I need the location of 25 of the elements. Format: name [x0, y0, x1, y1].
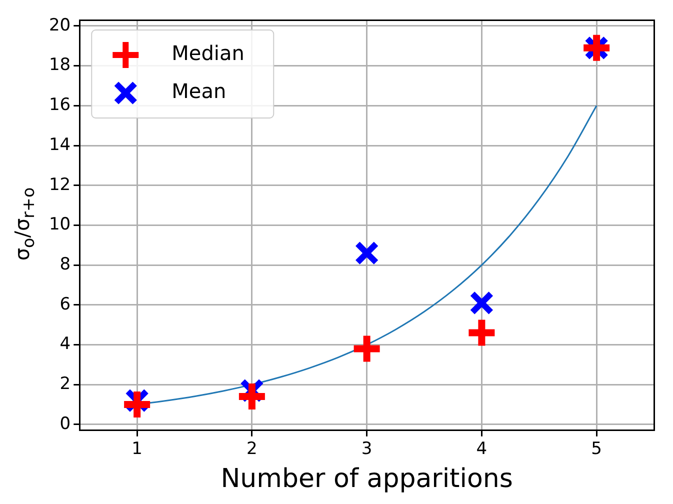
x-tick-label: 3	[361, 439, 372, 460]
y-tick-label: 6	[60, 294, 71, 314]
point	[238, 384, 265, 410]
y-tick-label: 14	[48, 134, 71, 155]
x-tick-label: 2	[246, 439, 258, 460]
x-tick-label: 1	[132, 439, 142, 460]
legend-label: Median	[172, 41, 244, 66]
point	[354, 240, 380, 266]
y-tick-label: 2	[60, 374, 71, 394]
y-tick-label: 4	[60, 334, 71, 354]
y-tick-label: 16	[48, 95, 71, 116]
legend-label: Mean	[172, 79, 226, 104]
x-tick-label: 5	[591, 439, 602, 460]
x-tick-label: 4	[476, 439, 488, 460]
x-axis-title: Number of apparitions	[220, 464, 513, 494]
y-tick-label: 20	[48, 15, 71, 36]
y-tick-label: 8	[60, 254, 71, 274]
point	[469, 290, 494, 316]
y-tick-label: 10	[48, 214, 71, 235]
y-tick-label: 18	[48, 55, 71, 76]
y-tick-label: 0	[60, 414, 71, 434]
point	[124, 392, 150, 418]
y-tick-label: 12	[48, 174, 71, 195]
point	[468, 320, 495, 346]
point	[354, 336, 380, 362]
